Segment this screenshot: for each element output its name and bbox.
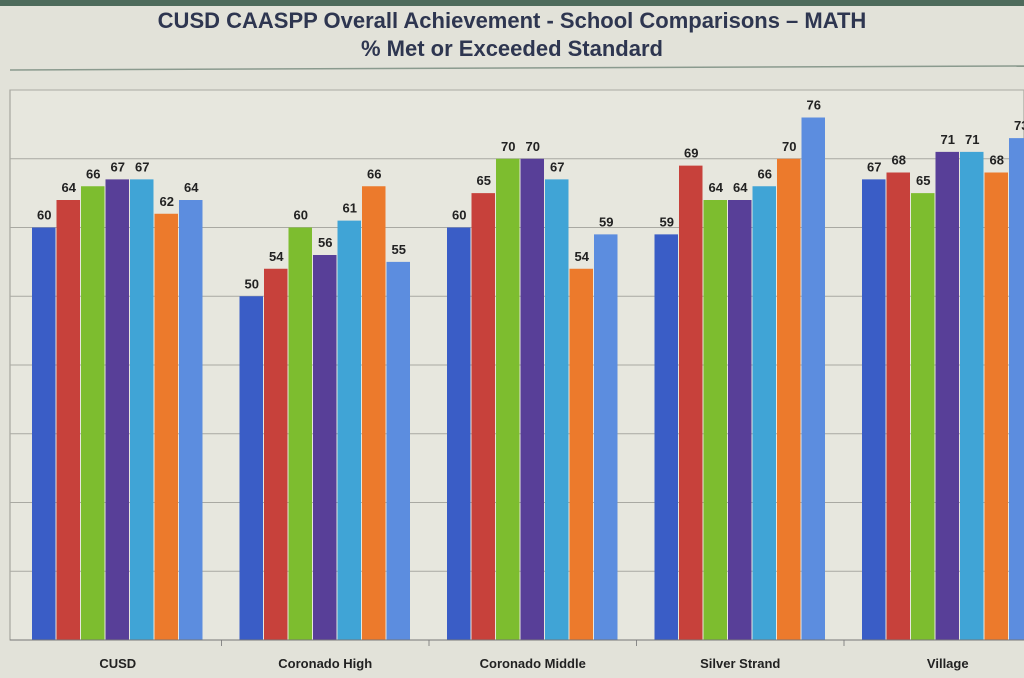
data-label: 56	[318, 235, 332, 250]
data-label: 54	[269, 249, 284, 264]
bar	[911, 193, 935, 640]
bar	[447, 227, 471, 640]
bar	[728, 200, 752, 640]
bar	[654, 234, 678, 640]
bar	[288, 227, 312, 640]
data-label: 68	[990, 153, 1004, 168]
data-label: 59	[599, 214, 613, 229]
bar	[752, 186, 776, 640]
bar	[81, 186, 105, 640]
top-strip	[0, 0, 1024, 6]
data-label: 64	[62, 180, 77, 195]
data-label: 70	[526, 139, 540, 154]
data-label: 73	[1014, 118, 1024, 133]
data-label: 66	[86, 166, 100, 181]
x-tick-label: Village	[927, 656, 969, 671]
data-label: 64	[709, 180, 724, 195]
data-label: 60	[294, 208, 308, 223]
bar	[679, 165, 703, 640]
bar	[520, 158, 544, 640]
data-label: 68	[892, 153, 906, 168]
data-label: 59	[660, 214, 674, 229]
data-label: 67	[550, 159, 564, 174]
bar	[56, 200, 80, 640]
data-label: 54	[575, 249, 590, 264]
data-label: 60	[452, 208, 466, 223]
bar	[886, 172, 910, 640]
bar	[313, 255, 337, 640]
x-tick-label: Coronado High	[278, 656, 372, 671]
data-label: 61	[343, 201, 357, 216]
bar	[496, 158, 520, 640]
bar	[777, 158, 801, 640]
data-label: 71	[965, 132, 979, 147]
data-label: 65	[916, 173, 930, 188]
chart-title: CUSD CAASPP Overall Achievement - School…	[157, 8, 867, 33]
data-label: 50	[245, 276, 259, 291]
data-label: 76	[807, 98, 821, 113]
bar	[984, 172, 1008, 640]
bar	[264, 268, 288, 640]
bar	[471, 193, 495, 640]
bar	[362, 186, 386, 640]
bar	[386, 261, 410, 640]
header-divider	[9, 65, 1024, 71]
data-label: 64	[184, 180, 199, 195]
bar	[594, 234, 618, 640]
bar	[1009, 138, 1024, 640]
x-tick-label: CUSD	[99, 656, 136, 671]
data-label: 71	[941, 132, 955, 147]
bar	[545, 179, 569, 640]
bar	[105, 179, 129, 640]
data-label: 67	[867, 159, 881, 174]
bar	[337, 220, 361, 640]
data-label: 66	[758, 166, 772, 181]
bar	[32, 227, 56, 640]
data-label: 55	[392, 242, 406, 257]
bar	[703, 200, 727, 640]
chart-subtitle: % Met or Exceeded Standard	[361, 36, 663, 61]
bar	[935, 151, 959, 640]
bar	[801, 117, 825, 640]
data-label: 64	[733, 180, 748, 195]
data-label: 67	[135, 159, 149, 174]
data-label: 70	[501, 139, 515, 154]
data-label: 60	[37, 208, 51, 223]
x-tick-label: Coronado Middle	[480, 656, 586, 671]
x-tick-label: Silver Strand	[700, 656, 780, 671]
bar	[239, 296, 263, 640]
bar	[154, 213, 178, 640]
data-label: 66	[367, 166, 381, 181]
data-label: 62	[160, 194, 174, 209]
data-label: 69	[684, 146, 698, 161]
bar	[130, 179, 154, 640]
data-label: 67	[111, 159, 125, 174]
bar	[960, 151, 984, 640]
bar	[862, 179, 886, 640]
data-label: 65	[477, 173, 491, 188]
data-label: 70	[782, 139, 796, 154]
bar	[179, 200, 203, 640]
bar	[569, 268, 593, 640]
